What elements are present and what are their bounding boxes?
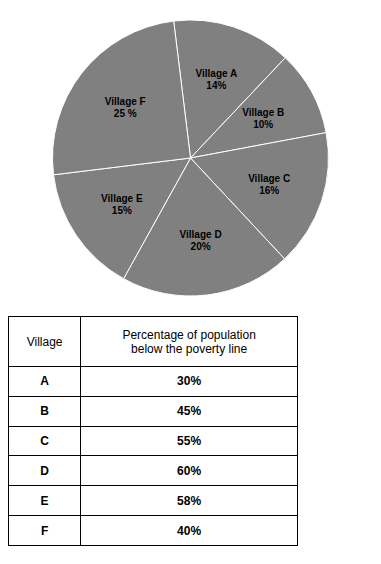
- svg-text:Village E15%: Village E15%: [101, 193, 143, 216]
- html-text:55%: 55%: [177, 434, 202, 449]
- html-text:45%: 45%: [177, 404, 202, 419]
- html-text:Village: Village: [26, 334, 63, 349]
- html-text:F: F: [41, 523, 49, 538]
- html-text:40%: 40%: [177, 523, 202, 538]
- html-text:E: E: [40, 493, 49, 508]
- svg-text:Village F25 %: Village F25 %: [105, 96, 146, 119]
- html-text:A: A: [40, 374, 49, 389]
- svg-text:Village A14%: Village A14%: [196, 68, 238, 91]
- html-text:60%: 60%: [177, 463, 202, 478]
- html-text:C: C: [40, 434, 49, 449]
- html-text:58%: 58%: [177, 493, 202, 508]
- html-text:B: B: [40, 404, 49, 419]
- html-text:Percentage of population below: Percentage of population below the pover…: [122, 327, 256, 356]
- svg-text:Village D20%: Village D20%: [180, 229, 222, 252]
- svg-text:Village C16%: Village C16%: [248, 172, 290, 195]
- html-text:D: D: [40, 463, 49, 478]
- html-text:30%: 30%: [177, 374, 202, 389]
- svg-text:Village B10%: Village B10%: [242, 107, 284, 130]
